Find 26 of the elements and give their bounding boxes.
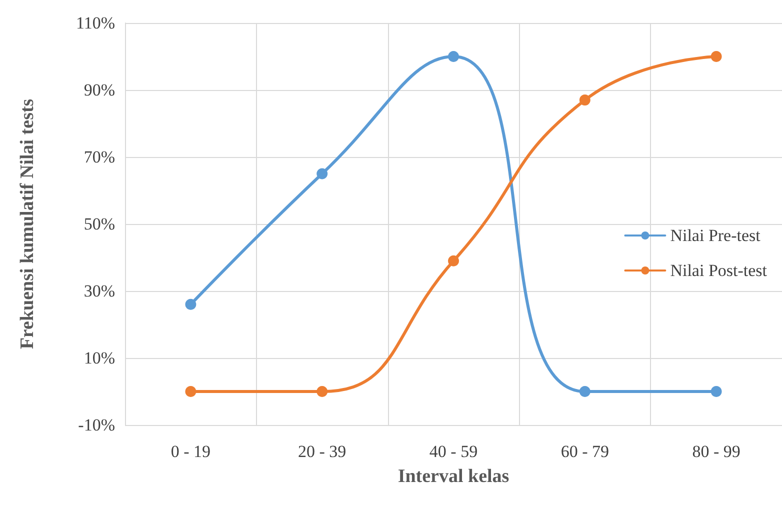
legend-label: Nilai Post-test bbox=[670, 261, 768, 280]
x-tick-label: 80 - 99 bbox=[692, 442, 740, 461]
y-tick-label: 110% bbox=[76, 14, 115, 32]
y-tick-label: 30% bbox=[84, 282, 115, 300]
point bbox=[448, 51, 459, 62]
y-axis-title: Frekuensi kumulatif Nilai tests bbox=[17, 98, 38, 350]
x-tick-label: 60 - 79 bbox=[560, 442, 609, 461]
point bbox=[579, 94, 590, 106]
x-tick-label: 40 - 59 bbox=[429, 442, 478, 461]
point bbox=[185, 298, 196, 310]
y-tick-label: 50% bbox=[84, 214, 115, 234]
point bbox=[579, 386, 590, 397]
x-tick-label: 20 - 39 bbox=[298, 442, 346, 461]
x-axis-title: Interval kelas bbox=[398, 466, 510, 487]
x-tick-label: 0 - 19 bbox=[170, 442, 211, 461]
y-tick-label: 90% bbox=[84, 80, 115, 100]
y-tick-label: 10% bbox=[84, 348, 115, 368]
y-tick-label: -10% bbox=[78, 416, 115, 434]
legend-label: Nilai Pre-test bbox=[670, 226, 761, 245]
point bbox=[185, 386, 196, 397]
y-tick-label: 70% bbox=[84, 148, 115, 166]
point bbox=[316, 168, 328, 180]
point bbox=[710, 386, 722, 397]
point bbox=[448, 255, 459, 266]
point bbox=[316, 386, 328, 397]
point bbox=[710, 51, 722, 62]
